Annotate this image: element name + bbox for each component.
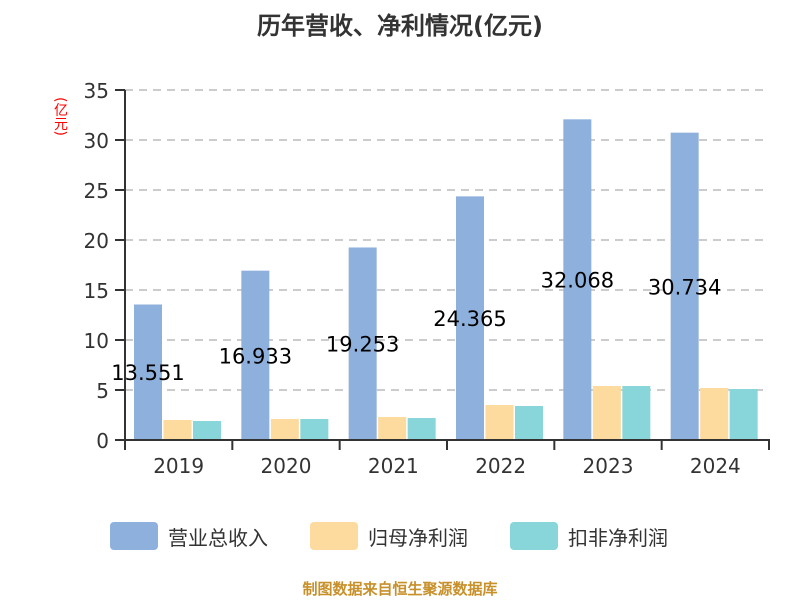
x-tick-label: 2022 [475,454,526,478]
bar [134,304,162,440]
y-tick-label: 0 [96,429,109,453]
y-tick-label: 35 [84,79,109,103]
bars [134,119,758,440]
x-tick-label: 2021 [368,454,419,478]
chart-title: 历年营收、净利情况(亿元) [257,12,543,40]
data-source-footer: 制图数据来自恒生聚源数据库 [302,580,498,598]
legend-label-deducted-net-profit: 扣非净利润 [568,525,668,550]
legend-label-revenue: 营业总收入 [168,525,268,550]
bar [378,417,407,440]
legend-item-net-profit[interactable]: 归母净利润 [310,520,468,552]
bar [300,419,329,440]
bar [622,386,651,440]
bar-chart-plot: 0 5 10 15 20 25 30 35 2019 2020 2021 2022 2023 2024 1… [84,79,770,478]
y-tick-label: 10 [84,329,109,353]
bar [241,270,270,440]
y-axis-unit-label: (亿元) [52,96,68,136]
bar [270,419,299,440]
data-label: 24.365 [433,307,506,331]
legend-label-net-profit: 归母净利润 [368,525,468,550]
legend-item-revenue[interactable]: 营业总收入 [110,520,268,552]
x-tick-label: 2019 [153,454,204,478]
bar [670,132,699,440]
y-tick-label: 15 [84,279,109,303]
bar [592,386,621,440]
data-label: 19.253 [326,333,399,357]
bar [485,405,514,440]
y-tick-label: 30 [84,129,109,153]
bar [729,389,758,440]
x-tick-label: 2020 [261,454,312,478]
bar [700,388,729,440]
bar [163,420,192,440]
data-label: 32.068 [541,269,614,293]
y-tick-label: 25 [84,179,109,203]
bar [348,247,377,440]
data-labels: 13.551 16.933 19.253 24.365 32.068 30.734 [111,269,721,386]
legend-swatch-net-profit [310,522,358,550]
x-tick-label: 2023 [583,454,634,478]
bar [456,196,484,440]
data-label: 13.551 [111,361,184,385]
gridlines [125,89,769,391]
axes: 0 5 10 15 20 25 30 35 2019 2020 2021 2022 2023 2024 [84,79,770,478]
x-tick-label: 2024 [690,454,741,478]
data-label: 30.734 [648,275,721,299]
y-tick-label: 5 [96,379,109,403]
bar [515,406,543,440]
y-tick-label: 20 [84,229,109,253]
legend: 营业总收入 归母净利润 扣非净利润 [0,520,800,552]
bar [193,421,221,440]
legend-swatch-deducted-net-profit [510,522,558,550]
bar [563,119,592,440]
data-label: 16.933 [219,344,292,368]
legend-swatch-revenue [110,522,158,550]
legend-item-deducted-net-profit[interactable]: 扣非净利润 [510,520,668,552]
bar [407,418,436,440]
